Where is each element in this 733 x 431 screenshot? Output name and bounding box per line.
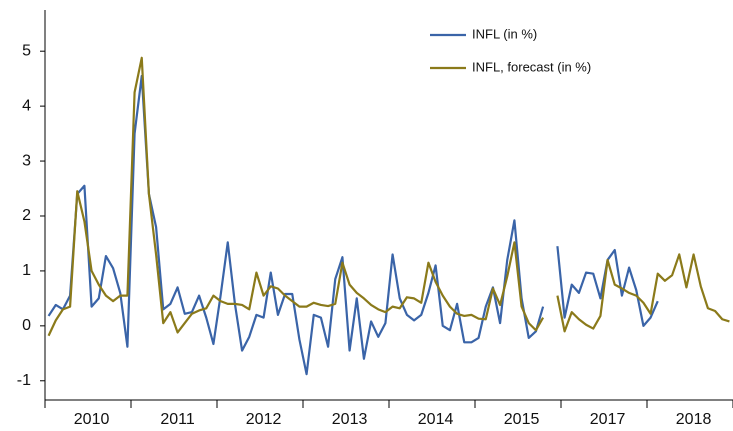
x-tick-label: 2018 [676, 411, 712, 428]
legend-label: INFL (in %) [472, 26, 537, 41]
y-tick-label: 1 [22, 262, 31, 279]
legend-label: INFL, forecast (in %) [472, 59, 591, 74]
y-tick-label: 3 [22, 152, 31, 169]
y-tick-label: 4 [22, 97, 31, 114]
series-line [47, 56, 730, 337]
x-tick-label: 2012 [246, 411, 282, 428]
y-tick-label: 2 [22, 207, 31, 224]
y-tick-label: -1 [17, 372, 31, 389]
x-tick-label: 2011 [160, 411, 195, 428]
x-tick-label: 2013 [332, 411, 368, 428]
x-tick-label: 2014 [418, 411, 454, 428]
y-tick-label: 5 [22, 42, 31, 59]
y-tick-label: 0 [22, 317, 31, 334]
x-tick-label: 2015 [504, 411, 540, 428]
x-tick-label: 2017 [590, 411, 626, 428]
x-tick-label: 2010 [74, 411, 110, 428]
